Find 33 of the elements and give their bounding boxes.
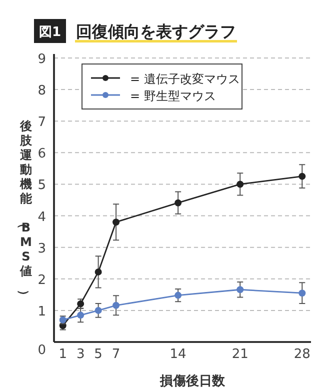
point <box>298 290 306 297</box>
y-tick-label: 9 <box>38 52 46 67</box>
x-tick-label: 1 <box>58 347 68 362</box>
point <box>77 312 84 319</box>
y-tick-label: 1 <box>38 304 46 320</box>
x-tick-label: 3 <box>76 347 85 362</box>
y-tick-label: 3 <box>38 241 46 256</box>
legend-label: = 遺伝子改変マウス <box>130 72 240 86</box>
x-tick-label: 21 <box>232 347 248 362</box>
y-tick-label: 7 <box>38 115 46 130</box>
caption: 図1 <box>38 25 62 40</box>
y-tick-label: 5 <box>38 178 46 194</box>
chart-title: 回復傾向を表すグラフ <box>76 22 236 41</box>
y-tick-label: 4 <box>38 210 46 225</box>
y-tick-label: 0 <box>38 343 46 358</box>
point <box>236 180 244 188</box>
point <box>94 268 102 276</box>
y-tick-label: 2 <box>38 272 46 288</box>
x-tick-label: 28 <box>294 347 310 362</box>
y-tick-label: 8 <box>38 84 46 99</box>
point <box>112 302 120 309</box>
y-tick-label: 6 <box>38 146 46 162</box>
point <box>112 218 120 226</box>
point <box>94 306 102 314</box>
legend-label: = 野生型マウス <box>130 89 216 103</box>
point <box>236 286 244 294</box>
point <box>298 172 306 180</box>
x-tick-label: 14 <box>170 347 186 362</box>
x-tick-label: 7 <box>112 347 120 362</box>
x-axis-title: 損傷後日数 <box>159 373 226 389</box>
point <box>174 199 182 206</box>
x-tick-label: 5 <box>94 347 102 362</box>
point <box>174 292 182 299</box>
